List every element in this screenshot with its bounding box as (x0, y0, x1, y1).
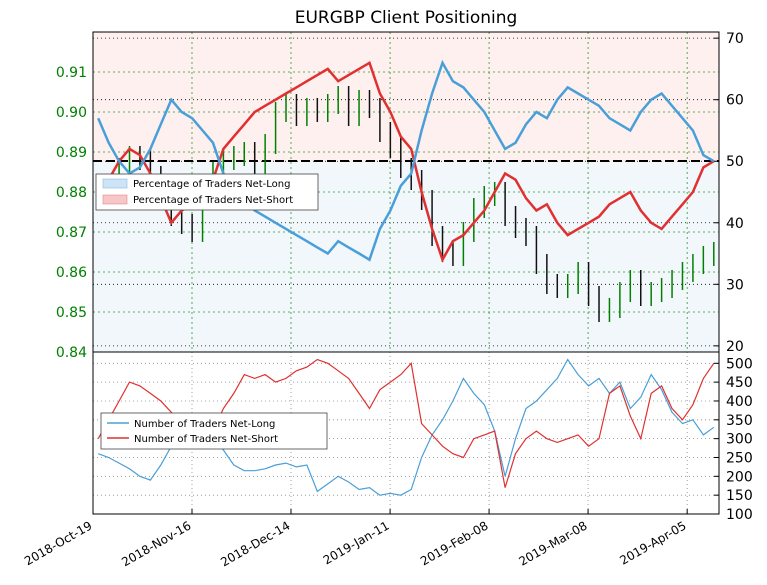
right-tick-label-lower: 350 (726, 413, 753, 429)
right-tick-label: 40 (726, 216, 744, 232)
right-tick-label: 70 (726, 31, 744, 47)
net-short-zone (93, 32, 719, 162)
right-tick-label-lower: 100 (726, 507, 753, 523)
right-tick-label: 50 (726, 154, 744, 170)
left-tick-label: 0.89 (56, 145, 87, 161)
right-tick-label: 30 (726, 277, 744, 293)
left-tick-label: 0.90 (56, 105, 87, 121)
x-tick-label: 2019-Feb-08 (418, 518, 491, 568)
eurgbp-price-bars (97, 86, 715, 322)
right-axis-ticks-upper: 20 30 40 50 60 70 (714, 31, 744, 355)
left-axis-ticks: 0.84 0.85 0.86 0.87 0.88 0.89 0.90 0.91 (56, 65, 87, 361)
chart-title: EURGBP Client Positioning (295, 8, 518, 28)
left-tick-label: 0.86 (56, 265, 87, 281)
left-tick-label: 0.85 (56, 305, 87, 321)
upper-panel: 0.84 0.85 0.86 0.87 0.88 0.89 0.90 0.91 20 30 40 5… (56, 31, 744, 361)
right-tick-label: 20 (726, 339, 744, 355)
left-tick-label: 0.88 (56, 185, 87, 201)
x-tick-label: 2019-Jan-11 (321, 518, 392, 567)
legend-label-net-short-count: Number of Traders Net-Short (134, 434, 278, 445)
left-tick-label: 0.84 (56, 345, 87, 361)
left-tick-label: 0.91 (56, 65, 87, 81)
x-tick-label: 2019-Mar-08 (516, 518, 589, 568)
legend-label-net-long-count: Number of Traders Net-Long (134, 419, 275, 430)
right-tick-label-lower: 250 (726, 450, 753, 466)
right-tick-label: 60 (726, 93, 744, 109)
x-tick-label: 2018-Oct-19 (22, 518, 94, 568)
right-tick-label-lower: 500 (726, 356, 753, 372)
right-tick-label-lower: 400 (726, 394, 753, 410)
legend-label-net-long: Percentage of Traders Net-Long (133, 179, 291, 190)
lower-frame (92, 351, 720, 515)
x-tick-label: 2019-Apr-05 (617, 518, 688, 567)
x-tick-label: 2018-Nov-16 (119, 518, 193, 569)
lower-panel: 100 150 200 250 300 350 400 450 500 Number of Tr… (92, 351, 753, 523)
right-tick-label-lower: 150 (726, 488, 753, 504)
left-tick-label: 0.87 (56, 225, 87, 241)
x-tick-label: 2018-Dec-14 (218, 518, 292, 569)
net-long-percent-line (97, 59, 715, 262)
legend-label-net-short: Percentage of Traders Net-Short (133, 195, 293, 206)
right-tick-label-lower: 450 (726, 375, 753, 391)
right-tick-label-lower: 300 (726, 432, 753, 448)
legend-swatch-net-short (102, 194, 128, 205)
right-axis-ticks-lower: 100 150 200 250 300 350 400 450 500 (714, 356, 753, 523)
upper-legend: Percentage of Traders Net-Long Percentag… (95, 173, 319, 211)
lower-legend: Number of Traders Net-Long Number of Tra… (100, 412, 328, 450)
legend-swatch-net-long (102, 178, 128, 189)
x-axis-ticks: 2018-Oct-19 2018-Nov-16 2018-Dec-14 2019-Ja… (22, 509, 689, 569)
right-tick-label-lower: 200 (726, 469, 753, 485)
